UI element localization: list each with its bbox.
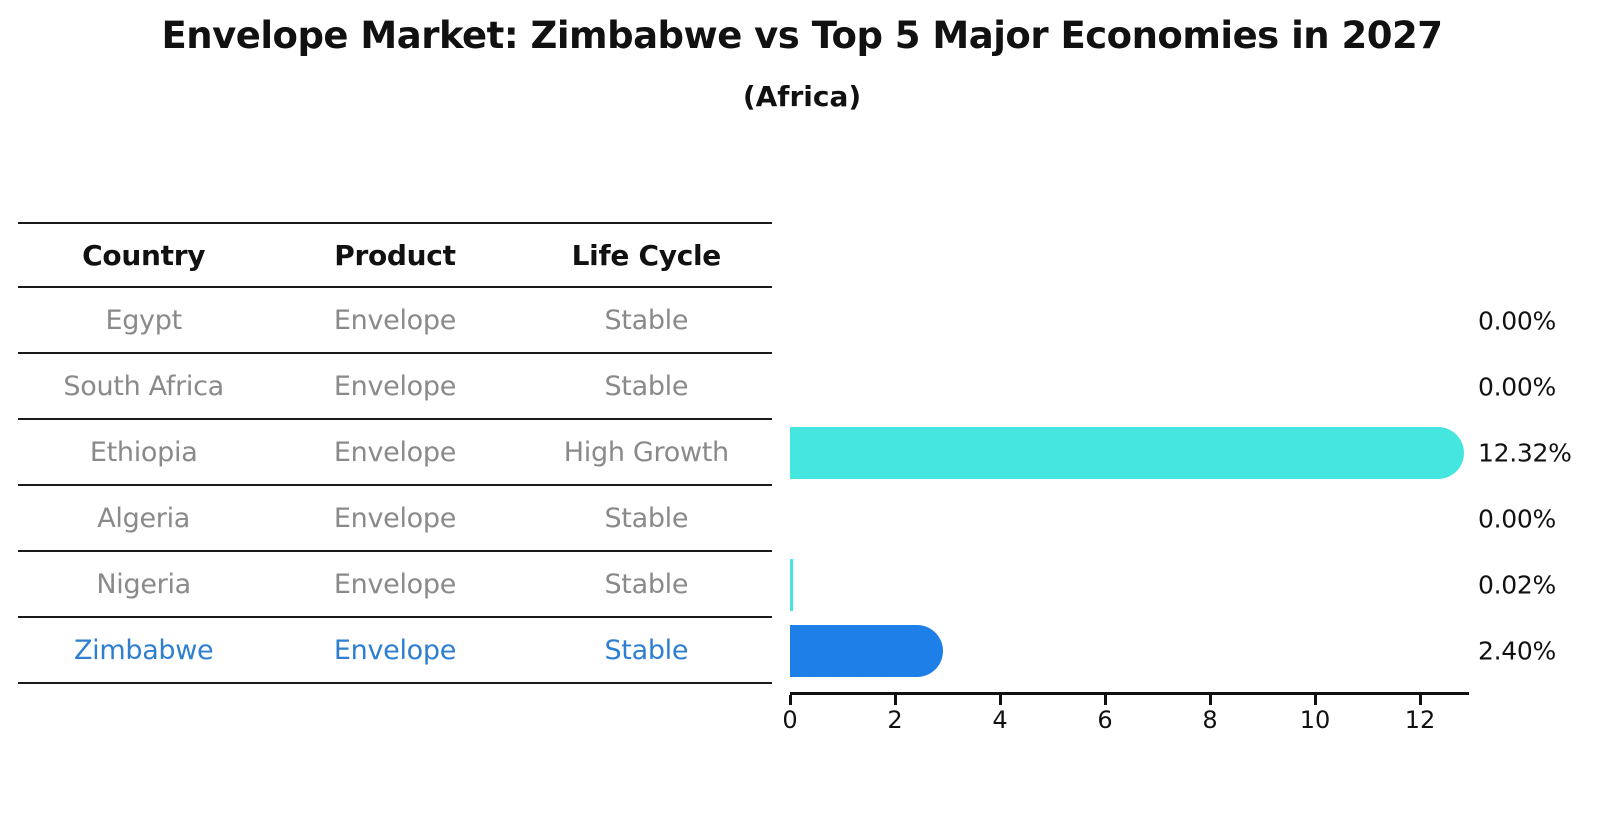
x-axis-line bbox=[790, 692, 1469, 695]
table-row-south-africa: South Africa Envelope Stable bbox=[18, 354, 772, 420]
country-cell: Zimbabwe bbox=[73, 634, 214, 666]
value-label-south-africa: 0.00% bbox=[1478, 372, 1556, 402]
chart-title: Envelope Market: Zimbabwe vs Top 5 Major… bbox=[161, 14, 1443, 57]
value-label-egypt: 0.00% bbox=[1478, 306, 1556, 336]
country-cell: Nigeria bbox=[96, 568, 191, 600]
x-axis-tick bbox=[1209, 695, 1212, 705]
life-cycle-cell: Stable bbox=[604, 304, 689, 336]
table-row-algeria: Algeria Envelope Stable bbox=[18, 486, 772, 552]
bar-zimbabwe bbox=[790, 625, 943, 677]
bar-nigeria bbox=[790, 559, 794, 611]
table-row-nigeria: Nigeria Envelope Stable bbox=[18, 552, 772, 618]
column-header-country: Country bbox=[82, 238, 206, 272]
column-header-life-cycle: Life Cycle bbox=[571, 238, 722, 272]
life-cycle-cell: Stable bbox=[604, 370, 689, 402]
life-cycle-cell: Stable bbox=[604, 634, 689, 666]
x-axis-tick bbox=[789, 695, 792, 705]
column-header-product: Product bbox=[334, 238, 456, 272]
life-cycle-cell: Stable bbox=[604, 568, 689, 600]
product-cell: Envelope bbox=[333, 568, 457, 600]
value-label-zimbabwe: 2.40% bbox=[1478, 636, 1556, 666]
value-label-algeria: 0.00% bbox=[1478, 504, 1556, 534]
x-axis-tick bbox=[1314, 695, 1317, 705]
table-row-egypt: Egypt Envelope Stable bbox=[18, 288, 772, 354]
table-header-row: Country Product Life Cycle bbox=[18, 222, 772, 288]
x-axis-tick bbox=[1104, 695, 1107, 705]
value-label-nigeria: 0.02% bbox=[1478, 570, 1556, 600]
product-cell: Envelope bbox=[333, 370, 457, 402]
life-cycle-cell: High Growth bbox=[563, 436, 729, 468]
x-axis-tick-label: 0 bbox=[782, 706, 798, 734]
product-cell: Envelope bbox=[333, 304, 457, 336]
x-axis-tick-label: 10 bbox=[1299, 706, 1331, 734]
product-cell: Envelope bbox=[333, 502, 457, 534]
x-axis-tick bbox=[894, 695, 897, 705]
x-axis-tick-label: 8 bbox=[1202, 706, 1218, 734]
x-axis-tick bbox=[1419, 695, 1422, 705]
country-table: Country Product Life Cycle Egypt Envelop… bbox=[18, 222, 772, 684]
product-cell: Envelope bbox=[333, 436, 457, 468]
value-label-ethiopia: 12.32% bbox=[1478, 438, 1572, 468]
table-row-ethiopia: Ethiopia Envelope High Growth bbox=[18, 420, 772, 486]
table-row-zimbabwe: Zimbabwe Envelope Stable bbox=[18, 618, 772, 684]
country-cell: South Africa bbox=[63, 370, 224, 402]
bar-ethiopia bbox=[790, 427, 1464, 479]
x-axis-tick-label: 2 bbox=[887, 706, 903, 734]
product-cell: Envelope bbox=[333, 634, 457, 666]
chart-subtitle: (Africa) bbox=[742, 80, 862, 113]
life-cycle-cell: Stable bbox=[604, 502, 689, 534]
x-axis-tick-label: 12 bbox=[1404, 706, 1436, 734]
x-axis-tick-label: 4 bbox=[992, 706, 1008, 734]
x-axis-tick-label: 6 bbox=[1097, 706, 1113, 734]
country-cell: Ethiopia bbox=[89, 436, 198, 468]
x-axis-tick bbox=[999, 695, 1002, 705]
country-cell: Algeria bbox=[97, 502, 191, 534]
country-cell: Egypt bbox=[105, 304, 182, 336]
